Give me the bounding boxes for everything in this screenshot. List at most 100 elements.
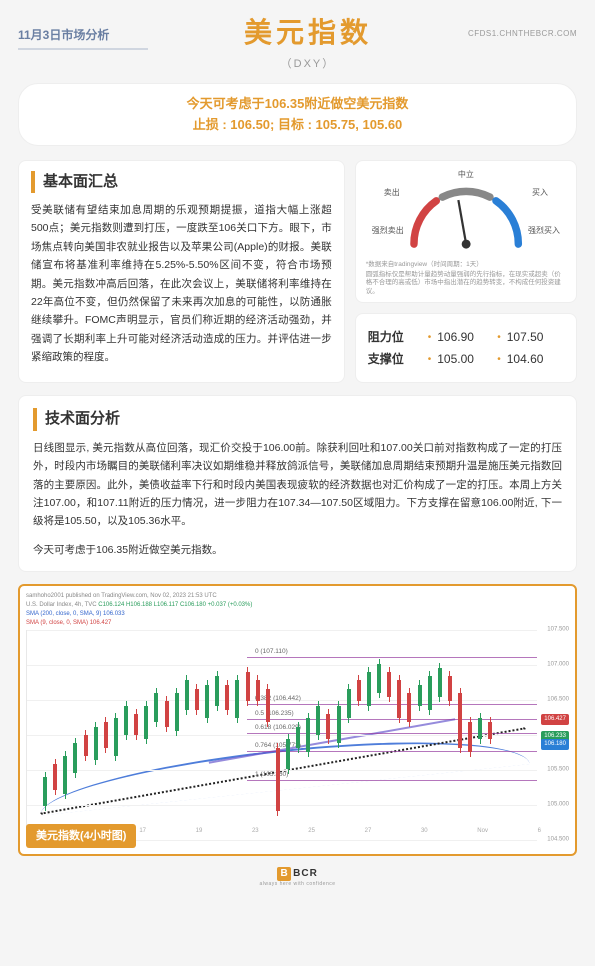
brand-name: BCR [293, 868, 318, 879]
candle [165, 701, 169, 726]
price-badge: 106.427 [541, 714, 569, 725]
candle [53, 764, 57, 789]
fib-level-label: 0.382 (106.442) [255, 694, 301, 704]
y-tick-label: 105.000 [547, 801, 569, 810]
fib-level-label: 0.5 (106.235) [255, 709, 294, 719]
candle [246, 672, 250, 701]
y-tick-label: 104.500 [547, 836, 569, 845]
fib-level-label: 0.618 (106.029) [255, 723, 301, 733]
sentiment-gauge-card: 中立 卖出 买入 强烈卖出 强烈买入 [355, 160, 577, 304]
signal-entry: 今天可考虑于106.35附近做空美元指数 [35, 94, 560, 114]
candle [418, 685, 422, 706]
candle [104, 722, 108, 747]
bullet-icon: • [428, 352, 432, 367]
candle [387, 672, 391, 697]
gauge-source-note: *数据来自tradingview（时间周期：1天） [366, 261, 566, 269]
technical-body: 日线图显示, 美元指数从高位回落，现汇价交投于106.00前。除获利回吐和107… [33, 439, 562, 531]
gauge-icon [366, 177, 566, 259]
candle [73, 743, 77, 772]
chart-card: samhoho2001 published on TradingView.com… [18, 584, 577, 856]
chart-credit: samhoho2001 published on TradingView.com… [26, 592, 569, 601]
y-tick-label: 105.500 [547, 766, 569, 775]
support-2: 104.60 [507, 350, 561, 368]
candle [316, 706, 320, 735]
chart-sma200: SMA (200, close, 0, SMA, 9) 106.033 [26, 610, 569, 619]
y-tick-label: 106.500 [547, 696, 569, 705]
candle [337, 706, 341, 744]
signal-sl-tp: 止损 : 106.50; 目标 : 105.75, 105.60 [35, 115, 560, 135]
gauge-disclaimer: 圆弧指标仅是帮助计量趋势动量强弱的先行指标，在现实或超卖（价格不合理的高或低）市… [366, 271, 566, 296]
bullet-icon: • [497, 330, 501, 345]
candle [428, 676, 432, 710]
x-tick-label: 23 [252, 827, 259, 836]
x-tick-label: 19 [196, 827, 203, 836]
candle [306, 718, 310, 752]
fundamental-card: 基本面汇总 受美联储有望结束加息周期的乐观预期提振，道指大幅上涨超500点；美元… [18, 160, 345, 384]
title-block: 美元指数 （DXY） [148, 12, 468, 73]
y-tick-label: 107.000 [547, 661, 569, 670]
x-tick-label: 6 [538, 827, 541, 836]
x-tick-label: Nov [477, 827, 488, 836]
resistance-2: 107.50 [507, 328, 561, 346]
candle [286, 739, 290, 768]
candle [205, 685, 209, 719]
logo-icon: B [277, 867, 291, 881]
candle [235, 680, 239, 718]
candle [478, 718, 482, 739]
candle [488, 722, 492, 739]
candle [326, 714, 330, 739]
chart-tag: 美元指数(4小时图) [26, 824, 136, 849]
candle [215, 676, 219, 705]
support-1: 105.00 [437, 350, 491, 368]
candle [357, 680, 361, 701]
support-row: 支撑位 • 105.00 • 104.60 [368, 350, 564, 368]
trade-signal-box: 今天可考虑于106.35附近做空美元指数 止损 : 106.50; 目标 : 1… [18, 83, 577, 146]
candle [124, 706, 128, 735]
candle [134, 714, 138, 735]
technical-footnote: 今天可考虑于106.35附近做空美元指数。 [33, 541, 562, 559]
candle [448, 676, 452, 701]
technical-card: 技术面分析 日线图显示, 美元指数从高位回落，现汇价交投于106.00前。除获利… [18, 395, 577, 572]
bullet-icon: • [428, 330, 432, 345]
resistance-row: 阻力位 • 106.90 • 107.50 [368, 328, 564, 346]
resistance-label: 阻力位 [368, 328, 422, 346]
candle [225, 685, 229, 710]
candle [185, 680, 189, 709]
x-tick-label: 17 [139, 827, 146, 836]
candle [63, 756, 67, 794]
candle [43, 777, 47, 806]
candle [154, 693, 158, 722]
fundamental-body: 受美联储有望结束加息周期的乐观预期提振，道指大幅上涨超500点；美元指数则遭到打… [31, 201, 332, 366]
x-tick-label: 30 [421, 827, 428, 836]
fundamental-title: 基本面汇总 [31, 171, 332, 194]
date-label: 11月3日市场分析 [18, 12, 148, 50]
price-badge: 106.180 [541, 739, 569, 750]
chart-header: U.S. Dollar Index, 4h, TVC C106.124 H106… [26, 601, 569, 610]
chart-sma9: SMA (9, close, 0, SMA) 106.427 [26, 619, 569, 628]
candle [276, 748, 280, 811]
fib-level-label: 1 (105.360) [255, 770, 288, 780]
resistance-1: 106.90 [437, 328, 491, 346]
candle [438, 668, 442, 697]
candle [94, 727, 98, 761]
technical-title: 技术面分析 [33, 408, 562, 431]
candle [407, 693, 411, 722]
brand-tagline: always here with confidence [18, 881, 577, 889]
candle [468, 722, 472, 751]
candle [175, 693, 179, 731]
candle [114, 718, 118, 756]
bullet-icon: • [497, 352, 501, 367]
candle [144, 706, 148, 740]
candle [296, 727, 300, 748]
support-label: 支撑位 [368, 350, 422, 368]
candle [397, 680, 401, 718]
levels-card: 阻力位 • 106.90 • 107.50 支撑位 • 105.00 • 104… [355, 313, 577, 383]
fib-level-label: 0 (107.110) [255, 647, 288, 657]
candle [347, 689, 351, 718]
site-url: CFDS1.CHNTHEBCR.COM [468, 12, 577, 40]
candle [84, 735, 88, 756]
candle [458, 693, 462, 748]
x-tick-label: 27 [365, 827, 372, 836]
candle [266, 689, 270, 723]
candle [377, 664, 381, 693]
